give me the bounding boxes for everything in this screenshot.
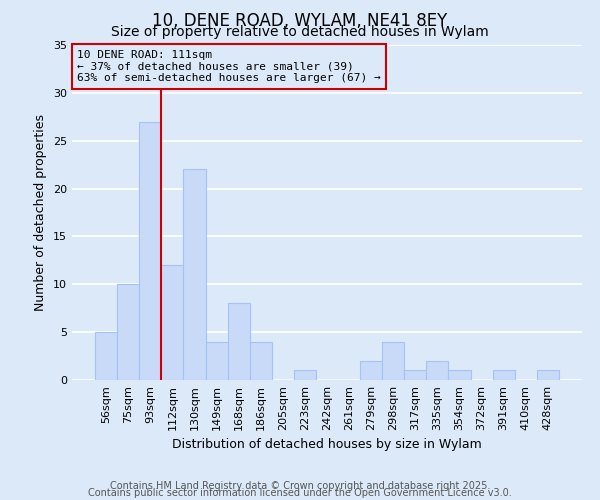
Bar: [206, 342, 227, 380]
Bar: [537, 370, 559, 380]
Bar: [250, 342, 272, 380]
Text: Contains HM Land Registry data © Crown copyright and database right 2025.: Contains HM Land Registry data © Crown c…: [110, 481, 490, 491]
Bar: [382, 342, 404, 380]
Y-axis label: Number of detached properties: Number of detached properties: [34, 114, 47, 311]
Bar: [184, 170, 206, 380]
Bar: [404, 370, 427, 380]
Bar: [161, 265, 184, 380]
Bar: [427, 361, 448, 380]
X-axis label: Distribution of detached houses by size in Wylam: Distribution of detached houses by size …: [172, 438, 482, 452]
Text: 10 DENE ROAD: 111sqm
← 37% of detached houses are smaller (39)
63% of semi-detac: 10 DENE ROAD: 111sqm ← 37% of detached h…: [77, 50, 381, 83]
Bar: [95, 332, 117, 380]
Bar: [448, 370, 470, 380]
Bar: [139, 122, 161, 380]
Bar: [294, 370, 316, 380]
Bar: [117, 284, 139, 380]
Text: Size of property relative to detached houses in Wylam: Size of property relative to detached ho…: [111, 25, 489, 39]
Text: 10, DENE ROAD, WYLAM, NE41 8EY: 10, DENE ROAD, WYLAM, NE41 8EY: [152, 12, 448, 30]
Bar: [227, 304, 250, 380]
Text: Contains public sector information licensed under the Open Government Licence v3: Contains public sector information licen…: [88, 488, 512, 498]
Bar: [360, 361, 382, 380]
Bar: [493, 370, 515, 380]
